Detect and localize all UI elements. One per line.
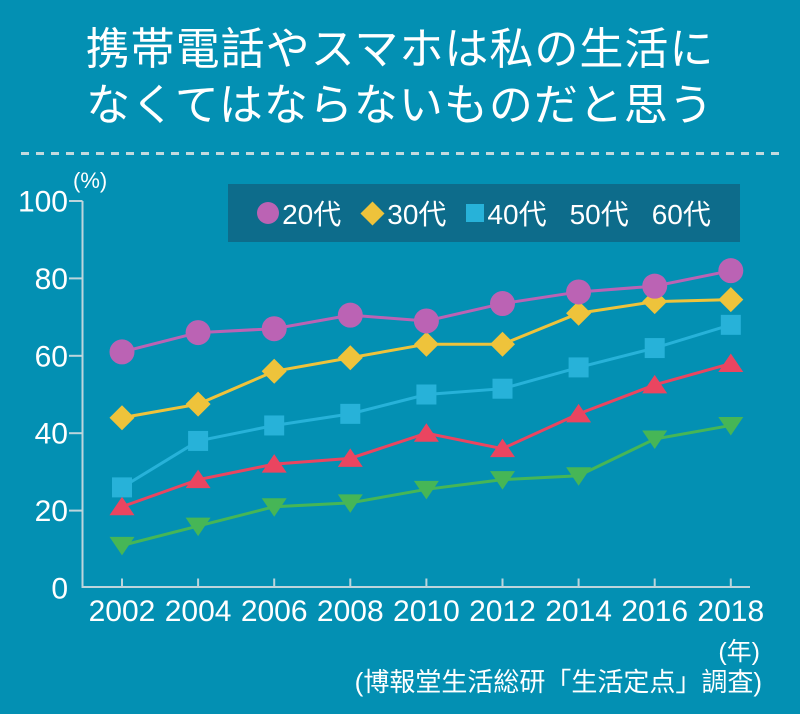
chart-title: 携帯電話やスマホは私の生活に なくてはならないものだと思う bbox=[0, 22, 800, 134]
legend-label: 30代 bbox=[387, 199, 447, 230]
series-1-point-2010 bbox=[413, 308, 439, 334]
series-3-point-2010 bbox=[416, 384, 437, 405]
series-1-point-2012 bbox=[490, 291, 515, 317]
legend: 20代 30代 40代 50代 60代 bbox=[228, 184, 740, 242]
y-tick-label: 100 bbox=[18, 186, 68, 219]
series-4-point-2012 bbox=[490, 438, 515, 458]
series-4-point-2002 bbox=[109, 496, 135, 516]
series-3-point-2012 bbox=[492, 378, 513, 399]
legend-label: 50代 bbox=[569, 199, 629, 230]
legend-item-3: 40代 bbox=[466, 193, 547, 233]
y-axis-unit-label: (%) bbox=[73, 168, 108, 193]
x-tick-label: 2006 bbox=[241, 595, 308, 628]
y-tick-label: 20 bbox=[35, 495, 68, 528]
series-4-point-2014 bbox=[566, 403, 592, 423]
legend-label: 60代 bbox=[651, 199, 711, 230]
x-tick-label: 2002 bbox=[89, 595, 156, 628]
y-tick-label: 80 bbox=[35, 263, 68, 296]
series-5-point-2010 bbox=[413, 480, 439, 500]
series-2-point-2008 bbox=[337, 345, 363, 371]
series-2-point-2012 bbox=[490, 331, 515, 357]
series-4-point-2006 bbox=[261, 454, 287, 473]
series-4-point-2010 bbox=[413, 423, 439, 442]
x-tick-label: 2004 bbox=[165, 595, 232, 628]
series-5-point-2018 bbox=[718, 416, 744, 436]
chart-title-line2: なくてはならないものだと思う bbox=[86, 81, 714, 130]
series-2-point-2006 bbox=[261, 358, 287, 384]
series-5-point-2002 bbox=[109, 536, 135, 556]
square-icon bbox=[466, 204, 485, 222]
series-3-point-2014 bbox=[568, 357, 589, 378]
series-5-point-2004 bbox=[185, 517, 211, 537]
series-1-point-2006 bbox=[261, 316, 287, 342]
series-4-point-2016 bbox=[642, 374, 668, 394]
x-tick-label: 2016 bbox=[621, 595, 688, 628]
x-tick-label: 2014 bbox=[545, 595, 612, 628]
series-3-point-2016 bbox=[644, 338, 665, 359]
series-5-point-2008 bbox=[337, 494, 363, 513]
series-5-point-2016 bbox=[642, 430, 668, 450]
series-2-point-2002 bbox=[109, 405, 135, 431]
series-2-point-2014 bbox=[566, 300, 592, 326]
series-4-point-2008 bbox=[337, 448, 363, 467]
legend-item-1: 20代 bbox=[257, 193, 341, 233]
dashed-separator bbox=[21, 152, 779, 155]
diamond-icon bbox=[360, 200, 385, 226]
y-tick-label: 0 bbox=[51, 573, 68, 606]
series-1-point-2002 bbox=[109, 339, 135, 365]
series-3-point-2018 bbox=[720, 314, 741, 335]
series-3-point-2006 bbox=[264, 415, 285, 436]
series-5-point-2012 bbox=[490, 471, 515, 490]
legend-label: 40代 bbox=[487, 199, 547, 230]
series-4-point-2004 bbox=[185, 469, 211, 489]
legend-item-2: 30代 bbox=[360, 193, 447, 233]
series-1-point-2004 bbox=[185, 320, 211, 346]
y-tick-label: 40 bbox=[35, 418, 68, 451]
series-1-point-2014 bbox=[566, 279, 592, 305]
series-2-point-2010 bbox=[413, 331, 439, 357]
circle-icon bbox=[257, 202, 280, 224]
series-1-point-2018 bbox=[718, 258, 744, 284]
x-tick-label: 2018 bbox=[697, 595, 764, 628]
x-tick-label: 2012 bbox=[469, 595, 536, 628]
y-tick-label: 60 bbox=[35, 340, 68, 373]
x-tick-label: 2008 bbox=[317, 595, 384, 628]
series-1-point-2016 bbox=[642, 273, 668, 299]
legend-item-5: 60代 bbox=[649, 193, 711, 233]
series-3-point-2004 bbox=[188, 430, 209, 451]
series-2-point-2018 bbox=[718, 287, 744, 313]
series-3-point-2008 bbox=[340, 403, 361, 424]
series-5-point-2014 bbox=[566, 467, 592, 486]
chart-title-line1: 携帯電話やスマホは私の生活に bbox=[85, 25, 715, 74]
series-3-point-2002 bbox=[112, 477, 132, 498]
x-tick-label: 2010 bbox=[393, 595, 460, 628]
series-4-point-2018 bbox=[718, 353, 744, 373]
x-axis-unit-label: (年) bbox=[718, 638, 760, 666]
legend-label: 20代 bbox=[282, 199, 342, 230]
series-1-point-2008 bbox=[337, 302, 363, 328]
series-5-point-2006 bbox=[261, 498, 287, 517]
series-2-point-2004 bbox=[185, 391, 211, 417]
source-note: (博報堂生活総研「生活定点」調査) bbox=[354, 667, 762, 697]
legend-item-4: 50代 bbox=[567, 193, 629, 233]
